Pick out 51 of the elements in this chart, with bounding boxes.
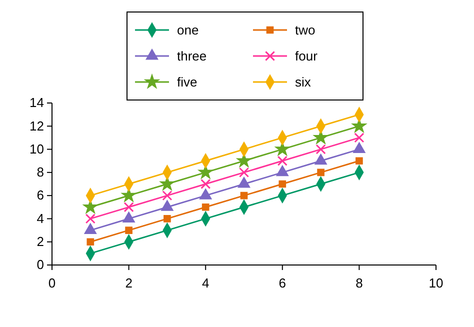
point xyxy=(198,164,213,179)
legend-label: three xyxy=(177,48,207,64)
point xyxy=(278,180,286,188)
point xyxy=(160,176,174,190)
point xyxy=(317,168,324,176)
point xyxy=(199,188,212,200)
legend-label: four xyxy=(295,48,318,64)
y-tick-label: 14 xyxy=(30,95,44,110)
y-tick-label: 2 xyxy=(36,234,44,250)
x-tick-label: 6 xyxy=(278,275,286,290)
y-tick-label: 6 xyxy=(36,188,44,203)
point xyxy=(200,178,211,190)
legend-label: one xyxy=(177,22,199,38)
point xyxy=(314,130,328,144)
y-tick-label: 4 xyxy=(36,210,44,226)
x-tick-label: 10 xyxy=(428,275,444,290)
point xyxy=(162,190,172,201)
y-tick-label: 8 xyxy=(36,164,44,180)
point xyxy=(314,154,327,165)
point xyxy=(202,203,210,211)
point xyxy=(122,188,136,202)
point xyxy=(277,156,288,166)
point xyxy=(316,144,326,154)
y-tick-label: 10 xyxy=(30,141,44,156)
x-tick-label: 8 xyxy=(356,275,363,290)
point xyxy=(275,142,290,156)
x-tick-label: 0 xyxy=(48,275,56,290)
point xyxy=(352,118,366,132)
point xyxy=(276,165,289,176)
point xyxy=(86,238,94,246)
point xyxy=(240,192,248,200)
x-tick-label: 2 xyxy=(125,275,132,290)
point xyxy=(354,132,364,143)
y-tick-label: 12 xyxy=(30,118,44,134)
point xyxy=(356,157,363,165)
point xyxy=(161,200,174,211)
x-tick-label: 4 xyxy=(202,275,210,290)
legend-label: six xyxy=(295,74,312,90)
point xyxy=(353,142,366,154)
point xyxy=(124,202,134,212)
legend-label: five xyxy=(177,74,198,90)
point xyxy=(84,223,97,234)
point xyxy=(238,176,250,188)
point xyxy=(85,214,96,224)
point xyxy=(125,226,132,234)
point xyxy=(164,215,171,222)
point xyxy=(83,200,98,214)
point xyxy=(122,212,135,222)
y-tick-label: 0 xyxy=(36,257,44,272)
point xyxy=(238,167,250,178)
legend-label: two xyxy=(295,22,316,38)
